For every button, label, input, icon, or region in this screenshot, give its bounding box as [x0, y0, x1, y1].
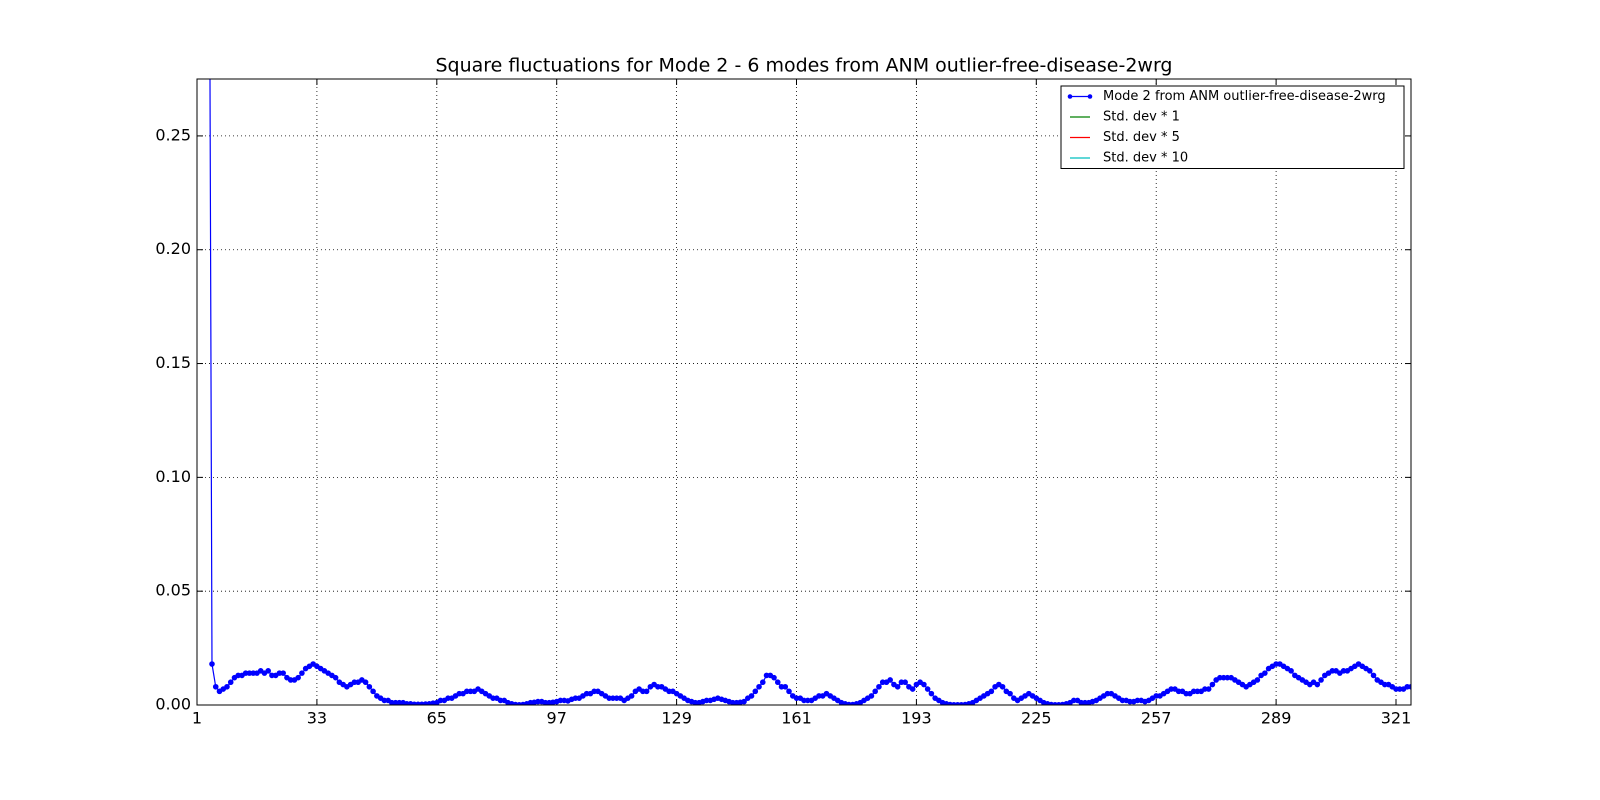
y-tick-label: 0.05 [155, 581, 191, 600]
legend-marker [1087, 94, 1093, 99]
y-tick-label: 0.10 [155, 467, 191, 486]
data-point [1007, 690, 1013, 697]
data-point [332, 674, 339, 681]
data-point [887, 677, 893, 683]
data-point [224, 683, 230, 690]
legend-label: Std. dev * 10 [1103, 151, 1188, 166]
legend-label: Std. dev * 1 [1103, 110, 1180, 125]
data-point [999, 683, 1006, 690]
legend-box [1060, 85, 1405, 169]
data-point [209, 661, 215, 667]
data-point [988, 688, 995, 695]
legend-marker [1067, 94, 1073, 99]
data-point [628, 693, 635, 699]
x-tick-label: 225 [1021, 709, 1052, 728]
data-point [1254, 677, 1261, 683]
data-point [212, 683, 219, 690]
x-tick-label: 65 [427, 709, 447, 728]
data-point [227, 679, 234, 686]
data-point [771, 674, 777, 681]
plot-frame [196, 78, 1412, 706]
data-point [1314, 681, 1321, 688]
data-point [756, 683, 762, 690]
x-tick-label: 97 [547, 709, 567, 728]
data-point [759, 679, 766, 686]
data-point [741, 698, 747, 705]
data-point [921, 681, 927, 688]
data-point [876, 683, 882, 690]
data-point [928, 690, 935, 697]
data-point [295, 674, 301, 681]
data-point [362, 679, 369, 686]
y-tick-label: 0.25 [155, 125, 191, 144]
y-tick-label: 0.15 [155, 353, 191, 372]
data-point [1318, 677, 1324, 683]
data-point [299, 670, 305, 676]
x-tick-label: 321 [1381, 709, 1412, 728]
legend-label: Std. dev * 5 [1103, 130, 1180, 145]
x-tick-label: 289 [1261, 709, 1292, 728]
data-point [1288, 668, 1294, 674]
legend-label: Mode 2 from ANM outlier-free-disease-2wr… [1103, 89, 1386, 104]
data-point [894, 683, 901, 690]
data-point [1366, 668, 1373, 674]
data-point [1370, 672, 1377, 679]
data-point [752, 688, 759, 695]
y-tick-label: 0.00 [155, 695, 191, 714]
chart-title: Square fluctuations for Mode 2 - 6 modes… [435, 55, 1172, 77]
data-point [774, 679, 781, 686]
y-tick-label: 0.20 [155, 239, 191, 258]
data-point [872, 688, 878, 695]
data-point [924, 686, 931, 692]
plot-area [209, 79, 1411, 705]
data-point [909, 686, 916, 692]
x-tick-label: 33 [307, 709, 327, 728]
data-point [868, 693, 875, 699]
data-point [366, 683, 373, 690]
x-tick-label: 193 [901, 709, 932, 728]
data-point [1209, 681, 1216, 688]
data-point [786, 688, 792, 695]
x-tick-label: 129 [661, 709, 692, 728]
data-point [265, 668, 271, 674]
data-point [370, 688, 376, 695]
data-point [643, 688, 650, 695]
data-point [1205, 686, 1212, 692]
data-point [748, 693, 755, 699]
x-tick-label: 257 [1141, 709, 1172, 728]
data-point [782, 683, 789, 690]
data-point [1262, 670, 1268, 676]
data-point [902, 679, 908, 686]
data-point [280, 670, 286, 676]
x-tick-label: 161 [781, 709, 812, 728]
x-tick-label: 1 [192, 709, 202, 728]
